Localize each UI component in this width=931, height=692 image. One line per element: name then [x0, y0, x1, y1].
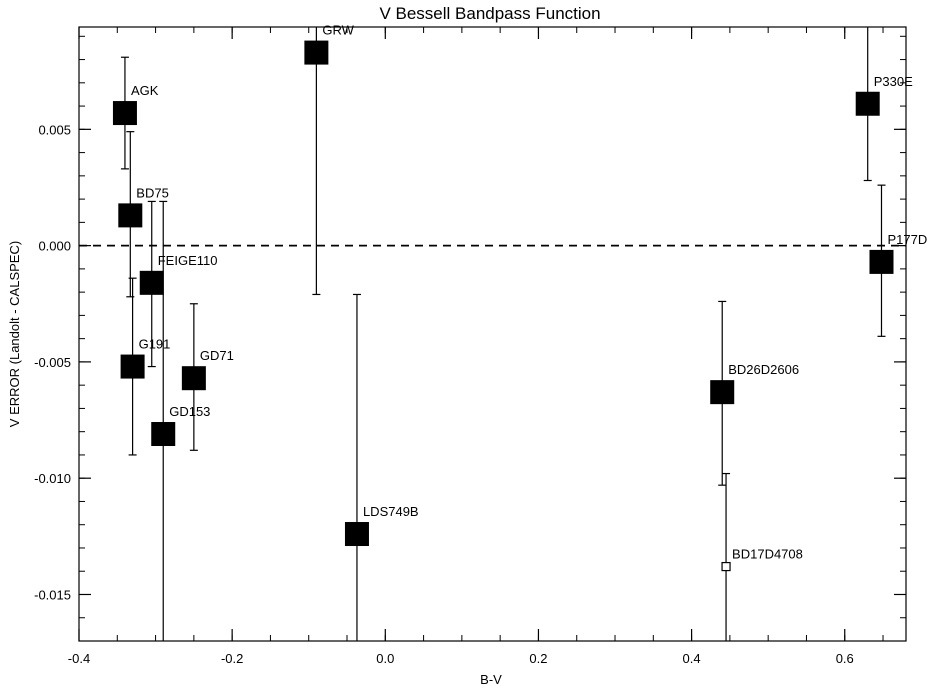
data-point [139, 270, 164, 295]
point-label: P177D [887, 232, 927, 247]
data-point [112, 101, 137, 126]
y-axis-label: V ERROR (Landolt - CALSPEC) [7, 241, 22, 427]
x-tick-label: 0.2 [529, 651, 547, 666]
point-label: P330E [874, 74, 913, 89]
data-point [181, 366, 206, 391]
data-point [118, 203, 143, 228]
x-tick-label: 0.0 [376, 651, 394, 666]
point-label: AGK [131, 83, 159, 98]
point-label: LDS749B [363, 504, 419, 519]
point-label: BD75 [136, 185, 169, 200]
data-point [344, 522, 369, 547]
data-point [710, 380, 735, 405]
data-point [304, 40, 329, 65]
point-label: GD71 [200, 348, 234, 363]
point-label: G191 [139, 337, 171, 352]
x-axis-label: B-V [480, 672, 502, 687]
point-labels: AGK BD75 FEIGE110 G191 GD71 GD153 GRW LDS749B BD… [131, 23, 927, 562]
axis-ticks: -0.4 -0.2 0.0 0.2 0.4 0.6 -0.015 -0.010 -0.005 0.… [34, 27, 906, 666]
data-point-open [721, 561, 731, 572]
point-label: GD153 [169, 404, 210, 419]
point-label: FEIGE110 [158, 253, 218, 268]
data-point [151, 422, 176, 447]
plot-area [78, 26, 907, 642]
point-label: BD17D4708 [732, 547, 803, 562]
x-tick-label: -0.2 [221, 651, 243, 666]
x-tick-label: 0.6 [836, 651, 854, 666]
x-tick-label: -0.4 [68, 651, 90, 666]
y-tick-label: -0.005 [34, 355, 71, 370]
data-point [869, 249, 894, 274]
data-point [120, 354, 145, 379]
point-label: GRW [322, 23, 354, 38]
y-tick-label: 0.005 [38, 122, 71, 137]
chart-title: V Bessell Bandpass Function [379, 4, 600, 23]
y-tick-label: -0.010 [34, 471, 71, 486]
y-tick-label: -0.015 [34, 587, 71, 602]
data-markers [112, 40, 894, 572]
y-tick-label: 0.000 [38, 239, 71, 254]
point-label: BD26D2606 [728, 362, 799, 377]
x-tick-label: 0.4 [683, 651, 701, 666]
data-point [855, 91, 880, 116]
